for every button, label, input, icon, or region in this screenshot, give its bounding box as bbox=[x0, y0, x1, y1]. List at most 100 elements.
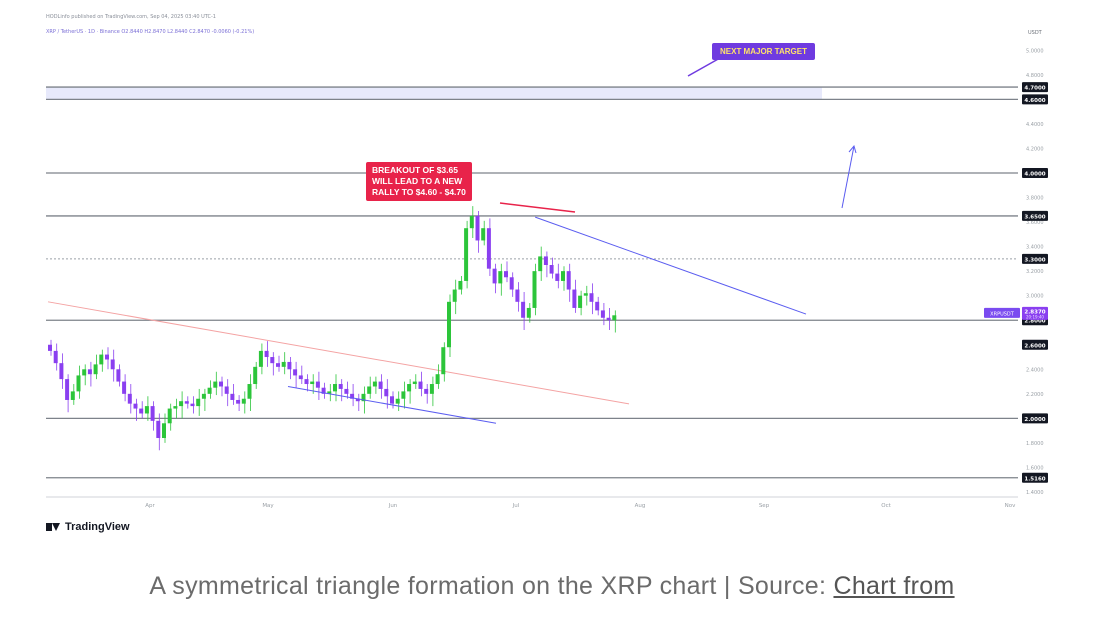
level-badge-text: 2.8000 bbox=[1024, 319, 1045, 325]
y-tick-label: 2.4000 bbox=[1026, 367, 1044, 373]
candle-body bbox=[566, 271, 571, 290]
candle-body bbox=[612, 315, 617, 321]
candle-body bbox=[498, 271, 503, 284]
candle-body bbox=[321, 387, 326, 394]
candle-body bbox=[127, 393, 132, 404]
level-badge-text: 4.7000 bbox=[1024, 86, 1045, 92]
level-badge bbox=[1022, 167, 1048, 178]
y-tick-label: 5.0000 bbox=[1026, 48, 1044, 54]
candle-body bbox=[435, 374, 440, 385]
support-badge bbox=[1022, 339, 1048, 350]
x-tick-label: Oct bbox=[881, 503, 891, 509]
candle-body bbox=[93, 364, 98, 375]
candle-body bbox=[589, 293, 594, 302]
candle-body bbox=[429, 384, 434, 394]
target-zone-band bbox=[46, 87, 822, 100]
candle-body bbox=[361, 393, 366, 402]
candle-body bbox=[521, 301, 526, 318]
y-tick-label: 3.2000 bbox=[1026, 269, 1044, 275]
candle-body bbox=[276, 363, 280, 367]
candle-body bbox=[606, 317, 611, 321]
candle-body bbox=[424, 388, 429, 394]
y-tick-label: 3.8000 bbox=[1026, 196, 1044, 202]
candle-body bbox=[452, 289, 457, 302]
y-tick-label: 4.2000 bbox=[1026, 146, 1044, 152]
x-tick-label: Sep bbox=[759, 503, 770, 509]
candle-body bbox=[219, 381, 223, 387]
candle-body bbox=[549, 265, 554, 274]
candle-body bbox=[156, 420, 161, 439]
next-target-pointer bbox=[687, 57, 721, 77]
candle-body bbox=[116, 369, 121, 382]
candle-body bbox=[162, 423, 166, 439]
upper-triangle-trendline bbox=[535, 216, 807, 315]
candle-body bbox=[578, 295, 583, 308]
tradingview-icon bbox=[46, 523, 60, 531]
candle-body bbox=[504, 271, 508, 278]
level-badge-text: 4.6000 bbox=[1024, 98, 1045, 104]
candle-body bbox=[48, 344, 52, 351]
y-tick-label: 1.6000 bbox=[1026, 465, 1044, 471]
lower-channel-line bbox=[287, 385, 497, 424]
level-badge-text: 2.0000 bbox=[1024, 417, 1045, 423]
candle-body bbox=[492, 268, 497, 284]
candle-body bbox=[224, 386, 229, 394]
projection-arrow bbox=[841, 145, 855, 209]
candle-body bbox=[595, 301, 600, 311]
x-tick-label: May bbox=[262, 503, 274, 509]
candle-body bbox=[515, 289, 520, 302]
candle-body bbox=[133, 403, 138, 409]
candle-body bbox=[486, 228, 491, 269]
candle-body bbox=[281, 361, 286, 367]
x-tick-label: Apr bbox=[145, 503, 155, 509]
candle-body bbox=[184, 401, 189, 404]
source-link[interactable]: Chart from bbox=[833, 572, 955, 600]
level-badge-text: 4.0000 bbox=[1024, 171, 1045, 177]
candle-body bbox=[253, 366, 258, 385]
caption-text: A symmetrical triangle formation on the … bbox=[149, 572, 834, 600]
y-tick-label: 4.4000 bbox=[1026, 122, 1044, 128]
candle-body bbox=[207, 387, 212, 394]
candle-body bbox=[350, 393, 355, 399]
candle-body bbox=[122, 381, 127, 394]
candle-body bbox=[447, 301, 451, 348]
y-tick-label: 1.4000 bbox=[1026, 490, 1044, 496]
candle-body bbox=[600, 310, 605, 318]
candle-body bbox=[344, 388, 349, 394]
candle-body bbox=[532, 271, 537, 308]
y-tick-label: 3.4000 bbox=[1026, 245, 1044, 251]
x-tick-label: Jul bbox=[512, 503, 520, 509]
level-badge bbox=[1022, 413, 1048, 424]
level-badge-text: 3.6500 bbox=[1024, 214, 1045, 220]
symbol-price-tag-text: XRPUSDT bbox=[990, 311, 1015, 317]
price-badge-countdown: 20:19:40 bbox=[1026, 314, 1044, 319]
candle-body bbox=[167, 408, 172, 424]
image-caption: A symmetrical triangle formation on the … bbox=[0, 572, 1104, 601]
candle-body bbox=[190, 403, 195, 407]
level-badge bbox=[1022, 94, 1048, 105]
candle-body bbox=[458, 280, 463, 290]
candle-body bbox=[407, 384, 412, 392]
candle-body bbox=[213, 381, 218, 388]
breakout-pointer bbox=[499, 202, 576, 213]
x-tick-label: Aug bbox=[635, 503, 646, 509]
candle-body bbox=[378, 381, 383, 389]
candle-body bbox=[555, 273, 560, 281]
candle-body bbox=[270, 357, 275, 364]
support-badge-text: 2.6000 bbox=[1024, 343, 1045, 349]
candle-body bbox=[475, 215, 480, 241]
candle-body bbox=[367, 386, 372, 394]
candle-body bbox=[304, 379, 309, 385]
candle-body bbox=[247, 384, 252, 399]
candle-body bbox=[412, 381, 417, 385]
candle-body bbox=[509, 277, 514, 290]
symbol-info: XRP / TetherUS · 1D · Binance O2.8440 H2… bbox=[46, 29, 255, 35]
candle-body bbox=[538, 256, 543, 272]
candle-body bbox=[173, 406, 178, 409]
candle-body bbox=[236, 399, 241, 404]
chart-area: 5.0000 4.8000 4.6000 4.4000 4.2000 4.0000 3.80… bbox=[46, 14, 1048, 533]
candle-body bbox=[258, 350, 263, 367]
price-badge-value: 2.8370 bbox=[1024, 309, 1045, 315]
candle-body bbox=[87, 369, 92, 375]
price-badge bbox=[1022, 306, 1048, 320]
